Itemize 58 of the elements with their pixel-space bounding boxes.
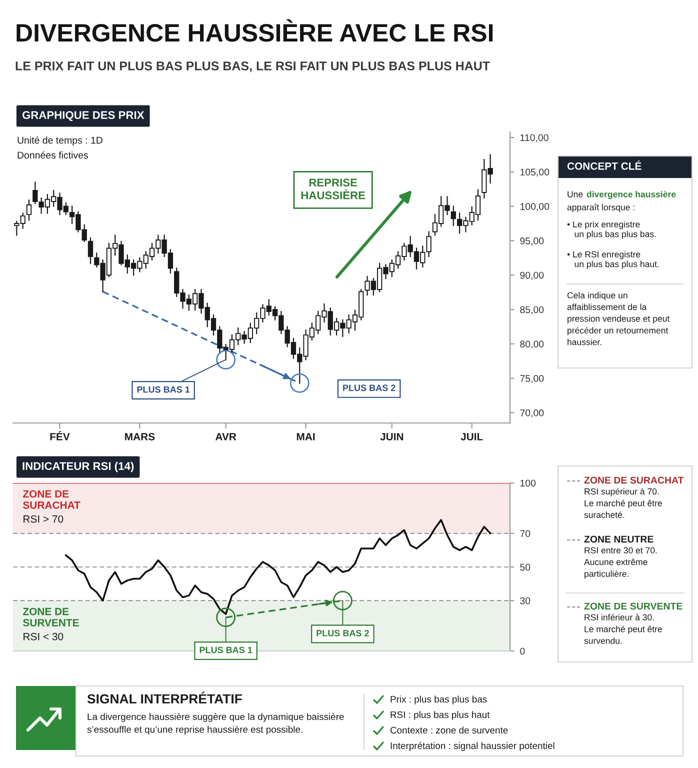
y-tick-label: 90,00 [520, 272, 544, 280]
text: apparaît lorsque : [567, 204, 634, 212]
y-tick-label: 80,00 [520, 340, 544, 349]
text: • Le RSI enregistre un plus bas plus haut. [567, 251, 659, 269]
y-tick-label: 0 [520, 648, 525, 655]
annotation: RSI > 70 [24, 515, 64, 523]
chart-title: INDICATEUR RSI (14) [22, 462, 134, 472]
annotation: Données fictives [18, 151, 88, 159]
candlestick [450, 206, 456, 226]
x-tick-label: FÉV [50, 431, 70, 440]
annotation: PLUS BAS 2 [316, 630, 369, 636]
y-tick-label: 75,00 [520, 375, 544, 384]
candlestick [426, 231, 432, 258]
y-tick-label: 85,00 [520, 306, 544, 314]
x-tick-label: JUIN [380, 433, 404, 440]
text: DIVERGENCE HAUSSIÈRE AVEC LE RSI [16, 19, 493, 42]
annotation: PLUS BAS 2 [343, 384, 396, 392]
x-tick-label: JUIL [460, 433, 483, 440]
text: • Le prix enregistre un plus bas plus bas. [567, 221, 656, 239]
y-tick-label: 100 [520, 480, 536, 487]
y-tick-label: 100,00 [520, 203, 550, 212]
candlestick [88, 237, 94, 264]
text: LE PRIX FAIT UN PLUS BAS PLUS BAS, LE RSI FAIT UN PLUS BAS PLUS HAUT [16, 62, 490, 72]
band-label: ZONE DE SURVENTE [23, 608, 79, 626]
band-label: ZONE DE SURACHAT [23, 490, 80, 509]
y-tick-label: 70 [520, 530, 530, 538]
x-tick-label: MARS [125, 432, 155, 440]
text: divergence haussière [586, 190, 676, 200]
y-tick-label: 50 [520, 564, 530, 571]
annotation: Unité de temps : 1D [18, 136, 102, 146]
text: RSI entre 30 et 70. Aucune extrême particulière. [584, 547, 657, 579]
text: CONCEPT CLÉ [567, 160, 642, 170]
y-tick-label: 110,00 [520, 134, 548, 142]
y-tick-label: 30 [520, 597, 530, 604]
annotation: PLUS BAS 1 [137, 386, 190, 393]
y-tick-label: 105,00 [520, 168, 550, 177]
annotation: PLUS BAS 1 [200, 646, 252, 654]
text: Une [568, 191, 583, 198]
y-tick-label: 95,00 [520, 237, 544, 246]
candlestick [26, 200, 32, 221]
annotation: REPRISE HAUSSIÈRE [301, 178, 366, 200]
x-tick-label: MAI [296, 433, 315, 440]
y-tick-label: 70,00 [520, 409, 544, 418]
text: Cela indique un affaiblissement de la pression vendeuse et peut précéder un retournement haussier. [567, 292, 670, 346]
text: Contexte : zone de survente [390, 726, 508, 734]
text: Prix : plus bas plus bas [390, 696, 487, 704]
text: ZONE DE SURVENTE [584, 602, 682, 610]
text: RSI inférieur à 30. Le marché peut être survendu. [584, 614, 662, 644]
text: Interprétation : signal haussier potentiel [390, 742, 554, 751]
annotation: RSI < 30 [24, 632, 64, 640]
text: RSI supérieur à 70. Le marché peut être suracheté. [584, 488, 662, 518]
chart-title: GRAPHIQUE DES PRIX [22, 111, 144, 122]
text: ZONE NEUTRE [584, 536, 654, 543]
x-tick-label: AVR [215, 433, 236, 440]
text: ZONE DE SURACHAT [584, 476, 684, 484]
text: SIGNAL INTERPRÉTATIF [87, 692, 242, 704]
text: La divergence haussière suggère que la dynamique baissière s’essouffle et qu’une reprise haussière est possible. [87, 713, 344, 735]
text: RSI : plus bas plus haut [390, 711, 490, 720]
